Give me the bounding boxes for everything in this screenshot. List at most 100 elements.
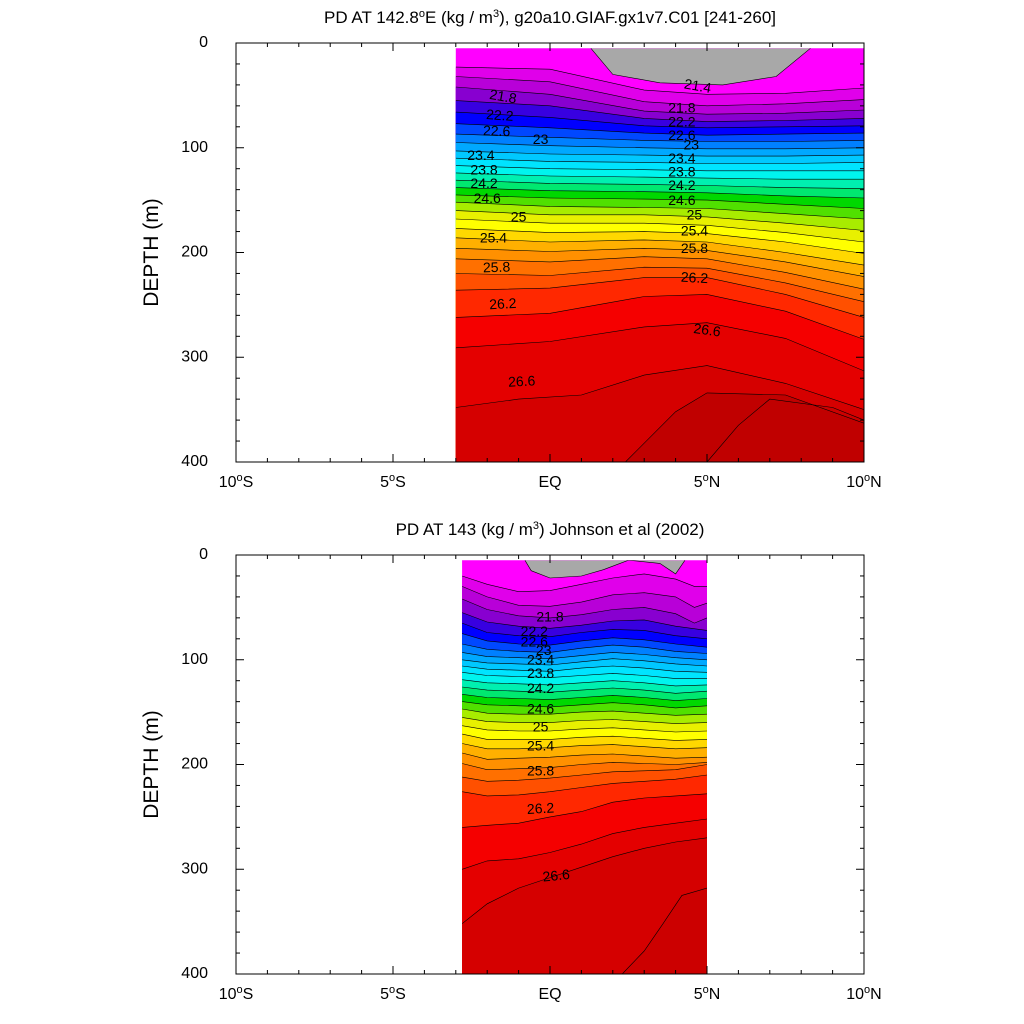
density-band	[462, 837, 707, 974]
contour-label: 23	[533, 131, 549, 147]
title-text: ), g20a10.GIAF.gx1v7.C01 [241-260]	[499, 8, 776, 27]
contour-line	[706, 398, 864, 463]
contour-line	[455, 277, 864, 318]
y-tick-label: 100	[181, 139, 208, 156]
x-tick-number: 5	[694, 986, 703, 1003]
contour-line	[462, 774, 707, 797]
x-tick-label: 5oS	[380, 984, 406, 1003]
contour-label: 25	[533, 719, 549, 735]
contour-line	[462, 764, 707, 782]
panel-title: PD AT 142.8oE (kg / m3), g20a10.GIAF.gx1…	[324, 8, 776, 27]
contour-line	[462, 679, 707, 687]
density-band	[625, 392, 864, 463]
degree-mark: o	[389, 472, 395, 484]
hemisphere-letter: N	[870, 474, 882, 491]
hemisphere-letter: S	[395, 474, 406, 491]
y-tick-label: 100	[181, 651, 208, 668]
contour-line	[455, 100, 864, 122]
contour-line	[455, 187, 864, 199]
hemisphere-letter: N	[709, 474, 721, 491]
contour-line	[524, 560, 686, 579]
x-tick-label: EQ	[538, 986, 561, 1003]
contour-line	[462, 708, 707, 716]
contour-line	[455, 111, 864, 129]
missing-value-region	[590, 48, 811, 85]
contour-line	[462, 633, 707, 648]
contour-label: 26.2	[489, 295, 517, 312]
contour-label: 23.4	[467, 147, 494, 163]
contour-line	[455, 247, 864, 277]
contour-label: 25.8	[681, 240, 708, 256]
contour-line	[462, 586, 707, 608]
contour-line	[462, 694, 707, 701]
hemisphere-letter: S	[395, 986, 406, 1003]
contour-line	[462, 686, 707, 694]
contour-line	[455, 179, 864, 189]
contour-line	[462, 672, 707, 679]
contour-line	[590, 48, 811, 86]
degree-mark: o	[864, 472, 870, 484]
y-axis-label: DEPTH (m)	[140, 198, 163, 307]
contour-line	[462, 717, 707, 724]
contour-line	[455, 365, 864, 410]
x-tick-number: EQ	[538, 474, 561, 491]
contour-label: 26.6	[542, 866, 571, 885]
title-degree-mark: o	[419, 8, 425, 20]
contour-line	[462, 612, 707, 631]
x-tick-number: EQ	[538, 986, 561, 1003]
contour-label: 26.6	[693, 320, 722, 340]
contour-line	[455, 66, 864, 95]
y-tick-label: 200	[181, 756, 208, 773]
y-tick-label: 300	[181, 348, 208, 365]
contour-line	[462, 733, 707, 741]
contour-label: 21.4	[683, 75, 713, 96]
missing-value-region	[524, 560, 685, 578]
contour-line	[462, 652, 707, 661]
x-tick-number: 10	[846, 986, 864, 1003]
contour-label: 22.2	[486, 106, 515, 124]
contour-line	[455, 201, 864, 220]
contour-label: 25.4	[480, 230, 507, 246]
contour-line	[455, 256, 864, 290]
contour-line	[455, 133, 864, 142]
contour-line	[462, 622, 707, 640]
x-tick-number: 10	[219, 474, 237, 491]
x-tick-label: 5oN	[694, 984, 721, 1003]
contour-line	[462, 762, 707, 771]
model-density-panel: 21.421.822.222.6 2323.423.824.224.62525.4…	[140, 8, 882, 491]
title-text: PD AT 142.8	[324, 8, 419, 27]
contour-line	[625, 392, 864, 463]
contour-line	[462, 598, 707, 624]
degree-mark: o	[237, 472, 243, 484]
degree-mark: o	[389, 984, 395, 996]
contour-line	[455, 228, 864, 254]
contour-line	[462, 818, 707, 870]
degree-mark: o	[703, 472, 709, 484]
contour-label: 26.2	[680, 269, 708, 286]
x-tick-label: 10oS	[219, 472, 254, 491]
contour-line	[455, 76, 864, 107]
contour-label: 21.8	[488, 86, 518, 107]
degree-mark: o	[237, 984, 243, 996]
contour-line	[455, 165, 864, 172]
x-tick-number: 10	[846, 474, 864, 491]
contour-line	[462, 573, 707, 593]
title-text: PD AT 143 (kg / m	[396, 520, 533, 539]
contour-label: 24.2	[527, 680, 554, 696]
contour-line	[462, 643, 707, 654]
contour-label: 24.6	[668, 192, 695, 208]
title-superscript: 3	[493, 8, 499, 20]
contour-line	[455, 194, 864, 209]
contour-label: 22.6	[521, 634, 548, 650]
contour-label: 24.6	[474, 190, 501, 206]
contour-line	[455, 237, 864, 266]
contour-label: 23.8	[527, 665, 554, 681]
y-tick-label: 400	[181, 965, 208, 982]
contour-label: 21.8	[668, 100, 695, 116]
contour-line	[462, 837, 707, 924]
contour-line	[455, 123, 864, 136]
x-tick-label: EQ	[538, 474, 561, 491]
